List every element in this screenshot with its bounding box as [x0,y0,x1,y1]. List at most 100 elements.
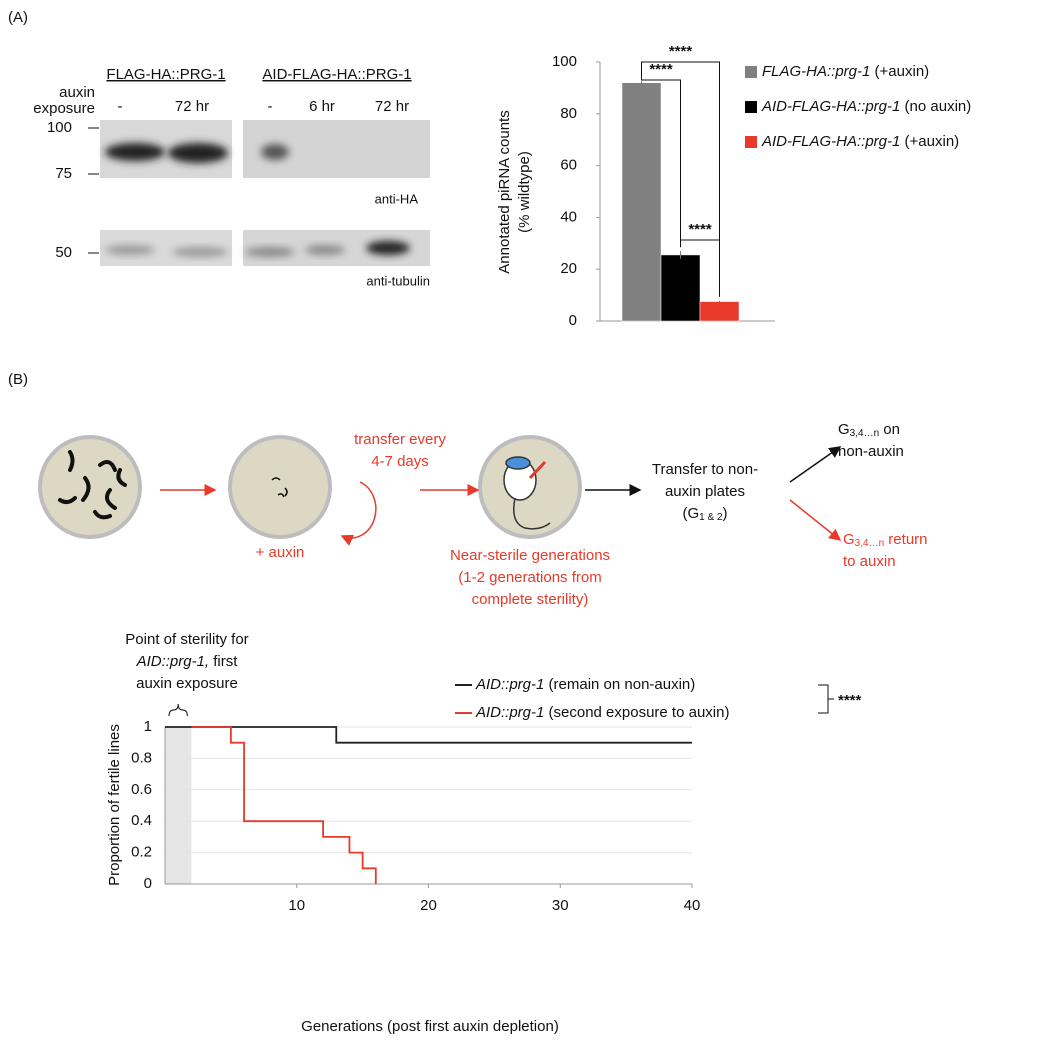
y-tick-label: 80 [560,105,577,122]
significance-bracket [641,77,681,248]
panel-label: (B) [8,371,28,388]
italic-part: FLAG-HA::prg-1 [762,63,870,80]
subscript: 3,4…n [850,428,879,439]
step-line [191,726,377,884]
significance-bracket [680,239,720,297]
y-tick-label: 0.8 [131,749,152,766]
legend-label: AID::prg-1 (second exposure to auxin) [475,704,729,721]
y-axis-label: Annotated piRNA counts [496,110,513,273]
text-part: on [879,421,900,438]
diagram-label: transfer every [354,431,446,448]
antibody: anti-HA [375,191,419,206]
y-tick-label: 0 [144,875,152,892]
band [261,144,289,160]
x-axis-label: Generations (post first auxin depletion) [301,1018,559,1035]
diagram-label: complete sterility) [472,591,589,608]
arrow [789,499,842,541]
italic-part: AID-FLAG-HA::prg-1 [761,133,900,150]
text-part: (remain on non-auxin) [544,676,695,693]
band [366,241,410,255]
significance-label: **** [669,43,693,60]
western-blot: FLAG-HA::PRG-1 AID-FLAG-HA::PRG-1 auxin … [33,66,430,288]
text-part: return [884,531,927,548]
diagram-label: Transfer to non- [652,461,758,478]
x-tick-label: 20 [420,897,437,914]
annotation: AID::prg-1, first [136,653,239,670]
legend-swatch [745,66,757,78]
bar [621,82,662,322]
diagram-label: (1-2 generations from [458,569,601,586]
lane-label: - [268,98,273,115]
annotation: Point of sterility for [125,631,248,648]
significance-label: **** [649,61,673,78]
italic-part: AID-FLAG-HA::prg-1 [761,98,900,115]
worms [58,450,127,520]
lane-label: - [118,98,123,115]
lane-label: 72 hr [175,98,209,115]
y-axis-label: (% wildtype) [516,151,533,233]
subscript: 3,4…n [855,538,884,549]
y-tick-label: 100 [552,53,577,70]
y-tick-label: 40 [560,208,577,225]
legend-label: AID-FLAG-HA::prg-1 (no auxin) [761,98,971,115]
legend-swatch [745,136,757,148]
text-part: (no auxin) [900,98,971,115]
band [105,245,155,255]
diagram-label: to auxin [843,553,896,570]
text-part: (G [682,505,699,522]
significance-bracket [818,684,834,714]
antibody: anti-tubulin [366,273,430,288]
italic-part: AID::prg-1, [136,653,210,670]
band [172,247,228,257]
diagram-label: + auxin [256,544,305,561]
group-label: FLAG-HA::PRG-1 [106,66,225,83]
legend-label: FLAG-HA::prg-1 (+auxin) [762,63,929,80]
mw-marker: 50 [55,244,72,261]
shaded-region [165,727,192,884]
diagram-label: auxin plates [665,483,745,500]
significance-bracket [641,61,720,297]
x-tick-label: 10 [288,897,305,914]
y-tick-label: 0 [569,312,577,329]
annotation-brace [168,703,188,717]
group-label: AID-FLAG-HA::PRG-1 [262,66,411,83]
diagram-label: non-auxin [838,443,904,460]
text-part: G [838,421,850,438]
legend-swatch [745,101,757,113]
plate [228,435,332,539]
row-label: auxin [59,84,95,101]
band [245,247,295,257]
significance-label: **** [838,692,862,709]
row-label: exposure [33,100,95,117]
bar [660,254,701,322]
text-part: (second exposure to auxin) [544,704,729,721]
band [105,143,165,161]
italic-part: AID::prg-1 [475,676,544,693]
band [305,245,345,255]
subscript: 1 & 2 [699,512,723,523]
text-part: first [209,653,238,670]
lane-label: 72 hr [375,98,409,115]
y-tick-label: 0.2 [131,844,152,861]
panel-label: (A) [8,9,28,26]
cycle-arrow [340,481,377,546]
legend-label: AID-FLAG-HA::prg-1 (+auxin) [761,133,959,150]
step-line [165,726,692,744]
diagram-label: G3,4…n return [843,531,928,549]
x-tick-label: 40 [684,897,701,914]
y-tick-label: 1 [144,718,152,735]
y-tick-label: 0.6 [131,781,152,798]
mw-marker: 75 [55,165,72,182]
diagram-label: (G1 & 2) [682,505,727,523]
diagram-label: G3,4…n on [838,421,900,439]
worms [271,477,288,498]
diagram-label: Near-sterile generations [450,547,610,564]
bar [699,301,740,322]
y-tick-label: 20 [560,260,577,277]
y-axis-label: Proportion of fertile lines [106,724,123,886]
diagram: transfer every 4-7 days + auxin Near-ste… [38,421,928,608]
y-tick-label: 60 [560,157,577,174]
mw-marker: 100 [47,119,72,136]
lane-label: 6 hr [309,98,335,115]
